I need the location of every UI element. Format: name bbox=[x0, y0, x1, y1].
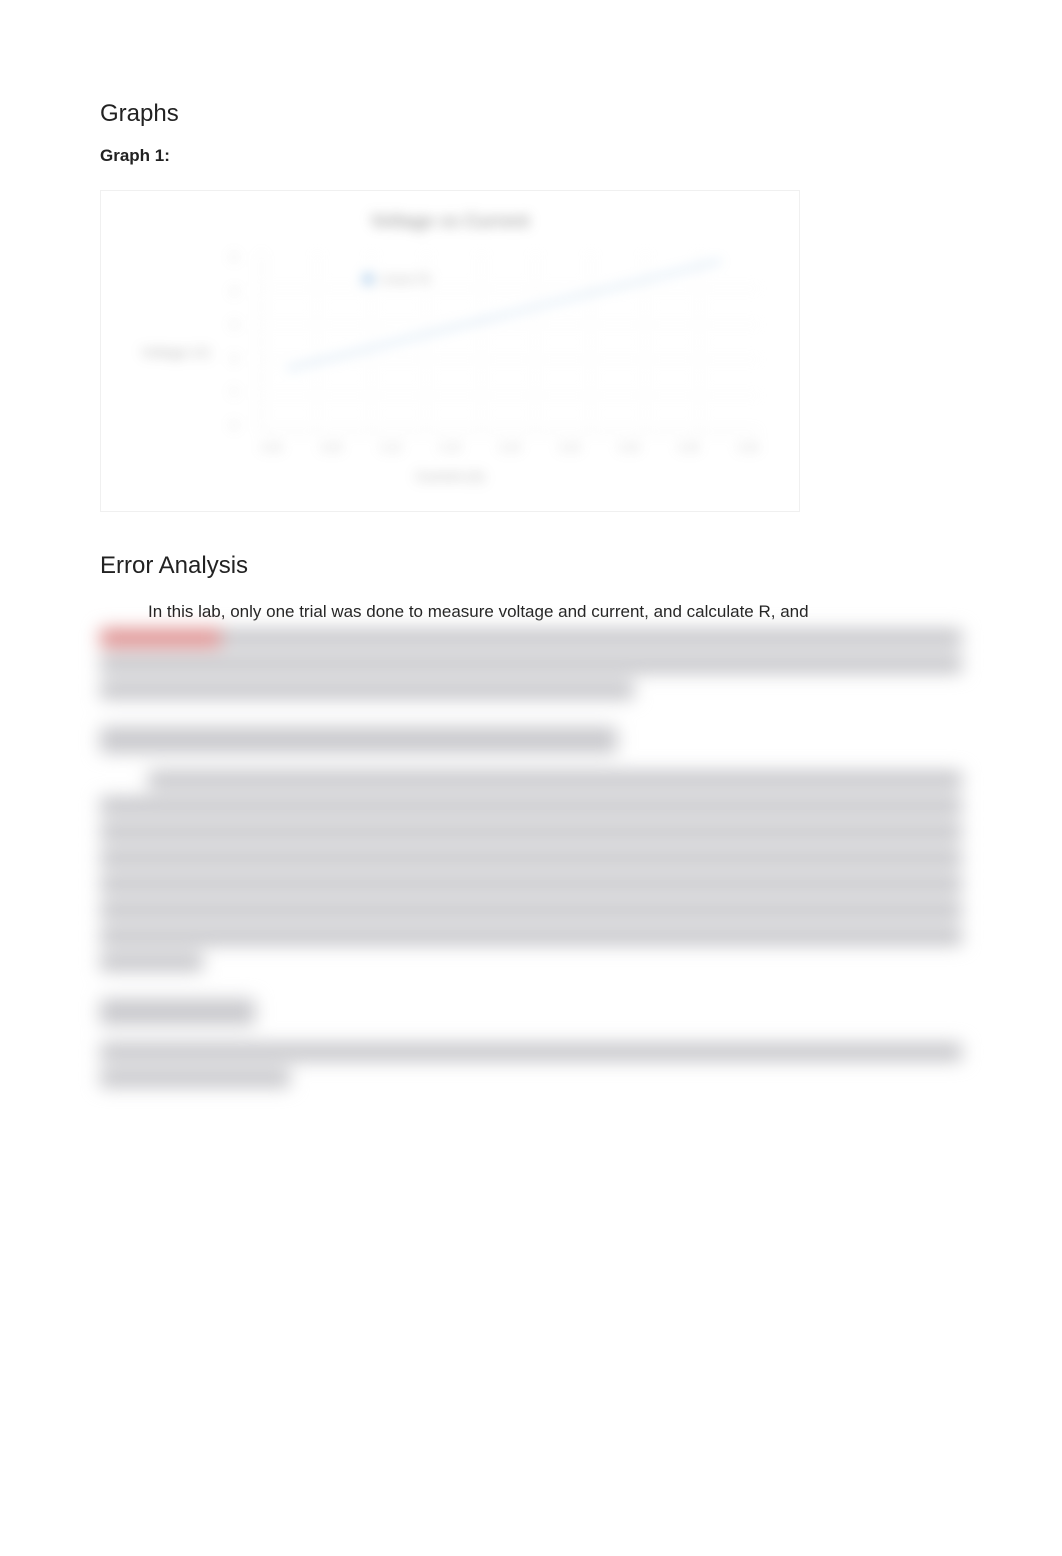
legend-swatch bbox=[362, 273, 374, 285]
blurred-line bbox=[100, 927, 962, 945]
y-tick: 1 bbox=[231, 386, 237, 398]
gridline bbox=[535, 252, 536, 431]
x-tick: 0.00 bbox=[261, 442, 282, 454]
chart-y-ticks: 5 4 3 2 1 0 bbox=[231, 252, 237, 432]
x-tick: 0.35 bbox=[678, 442, 699, 454]
x-tick: 0.40 bbox=[738, 442, 759, 454]
chart-inner: Voltage vs Current Voltage (V) 5 4 3 2 1… bbox=[121, 211, 779, 491]
blurred-line bbox=[100, 797, 962, 815]
gridline bbox=[699, 252, 700, 431]
gridline bbox=[262, 288, 759, 289]
y-tick: 4 bbox=[231, 286, 237, 298]
blurred-content bbox=[100, 629, 962, 1087]
x-tick: 0.20 bbox=[499, 442, 520, 454]
blurred-line bbox=[100, 655, 962, 673]
chart-ylabel: Voltage (V) bbox=[141, 344, 210, 360]
chart-trend-line bbox=[287, 260, 722, 370]
blurred-line bbox=[100, 875, 962, 893]
chart-x-ticks: 0.00 0.05 0.10 0.15 0.20 0.25 0.30 0.35 … bbox=[261, 442, 759, 454]
blurred-line bbox=[100, 901, 962, 919]
legend-label: Linear Fit bbox=[380, 272, 430, 286]
chart-legend: Linear Fit bbox=[362, 272, 430, 286]
y-tick: 3 bbox=[231, 319, 237, 331]
blurred-line bbox=[100, 953, 203, 971]
gridline bbox=[262, 359, 759, 360]
blurred-heading bbox=[100, 727, 617, 753]
chart-plot-area: Linear Fit bbox=[261, 252, 759, 432]
blurred-heading bbox=[100, 999, 255, 1025]
chart-title: Voltage vs Current bbox=[121, 211, 779, 232]
chart-body: Voltage (V) 5 4 3 2 1 0 bbox=[221, 242, 759, 462]
gridline bbox=[481, 252, 482, 431]
x-tick: 0.05 bbox=[321, 442, 342, 454]
x-tick: 0.10 bbox=[380, 442, 401, 454]
x-tick: 0.30 bbox=[618, 442, 639, 454]
x-tick: 0.25 bbox=[559, 442, 580, 454]
chart-xlabel: Current (A) bbox=[121, 468, 779, 484]
blurred-line bbox=[100, 1043, 962, 1061]
blurred-line bbox=[100, 1069, 290, 1087]
blurred-paragraph bbox=[100, 771, 962, 971]
blurred-paragraph bbox=[100, 629, 962, 699]
x-tick: 0.15 bbox=[440, 442, 461, 454]
gridline bbox=[317, 252, 318, 431]
blurred-line bbox=[100, 849, 962, 867]
chart-container: Voltage vs Current Voltage (V) 5 4 3 2 1… bbox=[100, 190, 800, 512]
blurred-line bbox=[148, 771, 962, 789]
body-paragraph: In this lab, only one trial was done to … bbox=[100, 598, 962, 625]
graph1-label: Graph 1: bbox=[100, 146, 962, 166]
gridline bbox=[262, 324, 759, 325]
graphs-heading: Graphs bbox=[100, 100, 962, 128]
y-tick: 0 bbox=[231, 420, 237, 432]
gridline bbox=[262, 395, 759, 396]
error-analysis-heading: Error Analysis bbox=[100, 552, 962, 580]
y-tick: 5 bbox=[231, 252, 237, 264]
gridline bbox=[590, 252, 591, 431]
blurred-line bbox=[100, 823, 962, 841]
y-tick: 2 bbox=[231, 353, 237, 365]
blurred-line bbox=[100, 681, 634, 699]
blurred-line bbox=[100, 629, 962, 647]
blurred-paragraph bbox=[100, 1043, 962, 1087]
